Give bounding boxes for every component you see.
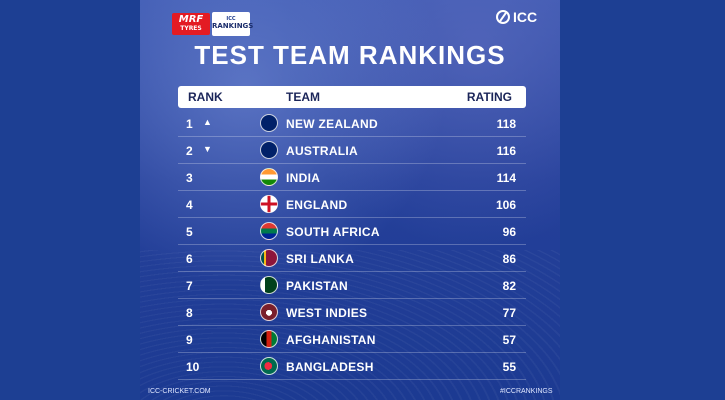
rank-cell: 9 [186, 333, 193, 347]
cricket-ball-icon [496, 10, 510, 24]
rank-cell: 4 [186, 198, 193, 212]
australia-flag-icon [260, 141, 278, 159]
rating-cell: 116 [496, 144, 516, 158]
rank-cell: 2 [186, 144, 193, 158]
mrf-tyres-logo: MRF TYRES [172, 13, 210, 35]
table-header: RANK TEAM RATING [178, 86, 526, 108]
table-row: 8 WEST INDIES 77 [178, 299, 526, 326]
new-zealand-flag-icon [260, 114, 278, 132]
rankings-table: 1 ▲ NEW ZEALAND 118 2 ▼ AUSTRALIA 116 3 INDIA 114 4… [178, 110, 526, 380]
mrf-logo-subtext: TYRES [180, 25, 202, 32]
south-africa-flag-icon [260, 222, 278, 240]
mrf-logo-text: MRF [178, 14, 204, 25]
team-cell: SRI LANKA [286, 252, 355, 266]
rank-cell: 7 [186, 279, 193, 293]
header-rank: RANK [188, 90, 223, 104]
team-cell: NEW ZEALAND [286, 117, 378, 131]
rankings-logo-label: RANKINGS [212, 22, 254, 30]
afghanistan-flag-icon [260, 330, 278, 348]
table-row: 10 BANGLADESH 55 [178, 353, 526, 380]
rating-cell: 86 [502, 252, 516, 266]
rank-cell: 10 [186, 360, 200, 374]
west-indies-flag-icon [260, 303, 278, 321]
team-cell: PAKISTAN [286, 279, 348, 293]
rank-cell: 8 [186, 306, 193, 320]
movement-indicator: ▲ [203, 117, 212, 127]
pakistan-flag-icon [260, 276, 278, 294]
team-cell: SOUTH AFRICA [286, 225, 380, 239]
icc-rankings-logo: ICC RANKINGS [212, 12, 254, 36]
team-cell: AFGHANISTAN [286, 333, 376, 347]
table-row: 2 ▼ AUSTRALIA 116 [178, 137, 526, 164]
bangladesh-flag-icon [260, 357, 278, 375]
page-title: TEST TEAM RANKINGS [194, 40, 506, 70]
rank-cell: 1 [186, 117, 193, 131]
rating-cell: 55 [502, 360, 516, 374]
team-cell: INDIA [286, 171, 321, 185]
rank-cell: 5 [186, 225, 193, 239]
team-cell: ENGLAND [286, 198, 348, 212]
footer-hashtag: #ICCRANKINGS [500, 388, 553, 395]
icc-logo-text: ICC [513, 9, 538, 25]
rating-cell: 118 [496, 117, 516, 131]
india-flag-icon [260, 168, 278, 186]
header-team: TEAM [286, 90, 320, 104]
table-row: 6 SRI LANKA 86 [178, 245, 526, 272]
sri-lanka-flag-icon [260, 249, 278, 267]
rating-cell: 77 [502, 306, 516, 320]
rank-cell: 6 [186, 252, 193, 266]
table-row: 4 ENGLAND 106 [178, 191, 526, 218]
rating-cell: 106 [495, 198, 516, 212]
team-cell: BANGLADESH [286, 360, 374, 374]
team-cell: WEST INDIES [286, 306, 368, 320]
table-row: 9 AFGHANISTAN 57 [178, 326, 526, 353]
table-row: 7 PAKISTAN 82 [178, 272, 526, 299]
rating-cell: 114 [496, 171, 516, 185]
icc-logo: ICC [496, 8, 537, 26]
rating-cell: 96 [502, 225, 516, 239]
movement-indicator: ▼ [203, 144, 212, 154]
team-cell: AUSTRALIA [286, 144, 359, 158]
rankings-card [140, 0, 560, 400]
rankings-logo-pre: ICC [226, 16, 236, 22]
rating-cell: 82 [502, 279, 516, 293]
table-row: 5 SOUTH AFRICA 96 [178, 218, 526, 245]
rank-cell: 3 [186, 171, 193, 185]
header-rating: RATING [466, 90, 512, 104]
england-flag-icon [260, 195, 278, 213]
table-row: 1 ▲ NEW ZEALAND 118 [178, 110, 526, 137]
table-row: 3 INDIA 114 [178, 164, 526, 191]
footer-website: ICC-CRICKET.COM [148, 388, 211, 395]
rating-cell: 57 [502, 333, 516, 347]
